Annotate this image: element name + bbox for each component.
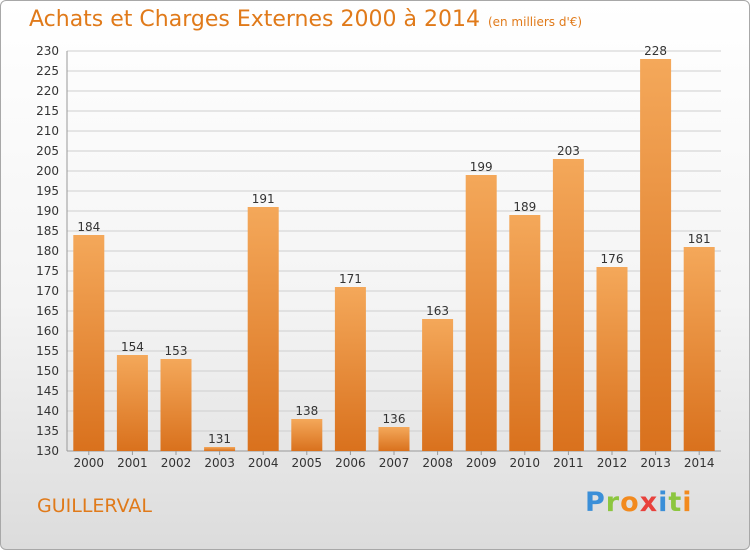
x-tick-label: 2009 (466, 456, 497, 470)
y-tick-label: 225 (36, 64, 59, 78)
logo-letter: t (668, 487, 683, 518)
x-tick-label: 2012 (597, 456, 628, 470)
data-label: 191 (252, 192, 275, 206)
y-tick-label: 180 (36, 244, 59, 258)
logo-letter: x (639, 487, 659, 518)
chart-title: Achats et Charges Externes 2000 à 2014 (e… (29, 7, 582, 32)
data-label: 171 (339, 272, 362, 286)
data-label: 131 (208, 432, 231, 446)
y-tick-label: 135 (36, 424, 59, 438)
data-label: 184 (77, 220, 100, 234)
bar (73, 235, 105, 451)
x-tick-label: 2011 (553, 456, 584, 470)
data-label: 153 (165, 344, 188, 358)
y-tick-label: 170 (36, 284, 59, 298)
data-label: 181 (688, 232, 711, 246)
y-tick-label: 175 (36, 264, 59, 278)
x-tick-label: 2008 (422, 456, 453, 470)
x-tick-label: 2005 (292, 456, 323, 470)
x-tick-label: 2004 (248, 456, 279, 470)
bar (640, 59, 672, 451)
x-tick-label: 2013 (640, 456, 671, 470)
y-tick-label: 130 (36, 444, 59, 458)
bar (291, 419, 323, 451)
y-tick-label: 190 (36, 204, 59, 218)
bar (378, 427, 410, 451)
data-label: 189 (513, 200, 536, 214)
y-tick-label: 200 (36, 164, 59, 178)
data-label: 203 (557, 144, 580, 158)
x-tick-label: 2001 (117, 456, 148, 470)
y-tick-label: 160 (36, 324, 59, 338)
data-label: 154 (121, 340, 144, 354)
y-tick-label: 195 (36, 184, 59, 198)
x-tick-label: 2000 (74, 456, 105, 470)
y-tick-label: 140 (36, 404, 59, 418)
unit-note: (en milliers d'€) (487, 15, 583, 29)
y-tick-label: 150 (36, 364, 59, 378)
bar (465, 175, 497, 451)
y-tick-label: 165 (36, 304, 59, 318)
bar (596, 267, 628, 451)
commune-name: GUILLERVAL (37, 495, 152, 517)
y-tick-label: 215 (36, 104, 59, 118)
logo-letter: P (585, 487, 606, 518)
data-label: 176 (601, 252, 624, 266)
y-tick-label: 210 (36, 124, 59, 138)
bar (552, 159, 584, 451)
bar (116, 355, 148, 451)
bar (509, 215, 541, 451)
data-label: 228 (644, 44, 667, 58)
x-tick-label: 2006 (335, 456, 366, 470)
x-tick-label: 2002 (161, 456, 192, 470)
data-label: 199 (470, 160, 493, 174)
x-tick-label: 2014 (684, 456, 715, 470)
bar (160, 359, 192, 451)
logo-letter: i (682, 487, 693, 518)
logo-letter: r (605, 487, 621, 518)
y-tick-label: 185 (36, 224, 59, 238)
x-tick-label: 2010 (510, 456, 541, 470)
logo-letter: i (658, 487, 669, 518)
bar (247, 207, 279, 451)
title-text: Achats et Charges Externes 2000 à 2014 (29, 7, 480, 32)
data-label: 136 (383, 412, 406, 426)
data-label: 138 (295, 404, 318, 418)
x-tick-label: 2003 (204, 456, 235, 470)
bar (422, 319, 454, 451)
bar (683, 247, 715, 451)
y-tick-label: 220 (36, 84, 59, 98)
y-tick-label: 155 (36, 344, 59, 358)
bar (204, 447, 236, 451)
data-label: 163 (426, 304, 449, 318)
y-tick-label: 145 (36, 384, 59, 398)
x-tick-label: 2007 (379, 456, 410, 470)
y-tick-label: 230 (36, 44, 59, 58)
y-tick-label: 205 (36, 144, 59, 158)
bar (334, 287, 366, 451)
proxiti-logo: Proxiti (585, 487, 693, 518)
logo-letter: o (620, 487, 640, 518)
